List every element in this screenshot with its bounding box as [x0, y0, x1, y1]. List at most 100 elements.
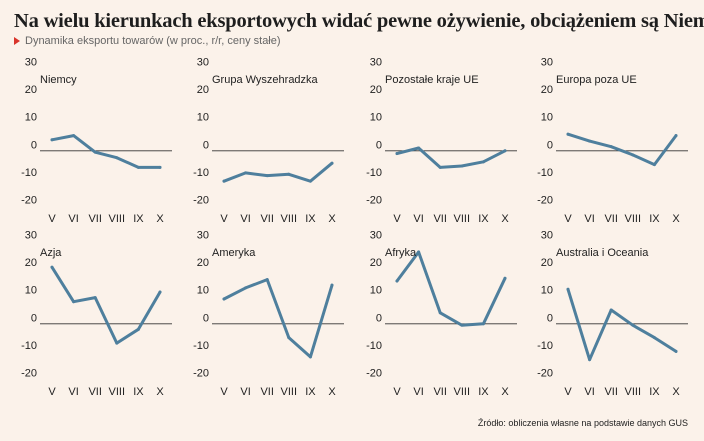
data-point [287, 336, 291, 340]
x-tick-label: VII [260, 213, 273, 225]
data-point [631, 153, 635, 157]
chart-panel: 30 20 10 0 -10 -20 V VI VII VIII IX X Pozostałe kraj… [366, 57, 517, 225]
y-tick-label: 20 [370, 84, 382, 96]
x-tick-label: V [393, 213, 401, 225]
x-tick-label: V [393, 386, 401, 398]
x-tick-label: IX [478, 213, 489, 225]
series-line [222, 278, 334, 359]
y-tick-label: 20 [541, 84, 553, 96]
panel-title: Europa poza UE [556, 74, 637, 86]
data-point [588, 139, 592, 143]
x-tick-label: VI [584, 213, 594, 225]
y-tick-label: 30 [541, 57, 553, 69]
data-point [308, 355, 312, 359]
data-point [50, 138, 54, 142]
x-tick-label: VII [433, 213, 446, 225]
y-tick-label: -20 [193, 195, 209, 207]
data-point [287, 172, 291, 176]
data-point [438, 165, 442, 169]
x-tick-label: X [501, 386, 509, 398]
x-tick-label: VII [88, 213, 101, 225]
y-tick-label: 10 [370, 285, 382, 297]
y-tick-label: 0 [203, 312, 209, 324]
y-tick-label: 10 [370, 112, 382, 124]
data-point [265, 174, 269, 178]
data-point [417, 250, 421, 254]
x-tick-label: VI [240, 386, 250, 398]
y-tick-label: 10 [197, 285, 209, 297]
panel-title: Azja [40, 247, 62, 259]
y-tick-label: 0 [376, 312, 382, 324]
chart-panel: 30 20 10 0 -10 -20 V VI VII VIII IX X Afryka [366, 230, 517, 398]
y-tick-label: 10 [25, 112, 37, 124]
x-tick-label: X [156, 386, 164, 398]
data-point [417, 146, 421, 150]
data-point [481, 160, 485, 164]
x-tick-label: X [672, 213, 680, 225]
y-tick-label: 30 [25, 230, 37, 242]
data-point [136, 165, 140, 169]
y-tick-label: -20 [21, 195, 37, 207]
y-tick-label: 30 [370, 230, 382, 242]
y-tick-label: -20 [21, 368, 37, 380]
y-tick-label: -10 [366, 167, 382, 179]
series-line [395, 250, 507, 327]
data-point [50, 265, 54, 269]
y-tick-label: 0 [376, 139, 382, 151]
x-tick-label: VIII [625, 386, 642, 398]
data-point [72, 134, 76, 138]
chart-panel: 30 20 10 0 -10 -20 V VI VII VIII IX X Azja [21, 230, 172, 398]
y-tick-label: -20 [193, 368, 209, 380]
x-tick-label: VII [260, 386, 273, 398]
y-tick-label: 0 [31, 312, 37, 324]
y-tick-label: -10 [366, 340, 382, 352]
y-tick-label: 0 [547, 139, 553, 151]
x-tick-label: IX [305, 213, 316, 225]
y-tick-label: 20 [197, 84, 209, 96]
y-tick-label: 20 [197, 257, 209, 269]
x-tick-label: VII [604, 213, 617, 225]
x-tick-label: VIII [454, 213, 471, 225]
data-point [652, 336, 656, 340]
x-tick-label: VII [433, 386, 446, 398]
x-tick-label: VIII [454, 386, 471, 398]
x-tick-label: VI [240, 213, 250, 225]
subtitle-text: Dynamika eksportu towarów (w proc., r/r,… [25, 35, 281, 47]
data-point [395, 152, 399, 156]
y-tick-label: 20 [541, 257, 553, 269]
data-point [244, 286, 248, 290]
x-tick-label: X [328, 213, 336, 225]
y-tick-label: 20 [25, 84, 37, 96]
y-tick-label: -10 [193, 167, 209, 179]
data-point [395, 279, 399, 283]
panel-title: Niemcy [40, 74, 77, 86]
x-tick-label: VI [68, 213, 78, 225]
data-point [609, 308, 613, 312]
panel-title: Ameryka [212, 247, 256, 259]
x-tick-label: VII [88, 386, 101, 398]
x-tick-label: V [220, 386, 228, 398]
x-tick-label: V [48, 213, 56, 225]
series-line [566, 132, 678, 167]
x-tick-label: VIII [281, 213, 298, 225]
y-tick-label: -10 [21, 167, 37, 179]
panel-title: Australia i Oceania [556, 247, 649, 259]
data-point [158, 165, 162, 169]
source-note: Źródło: obliczenia własne na podstawie d… [477, 418, 688, 428]
y-tick-label: 10 [25, 285, 37, 297]
data-point [460, 164, 464, 168]
y-tick-label: 30 [197, 57, 209, 69]
data-point [503, 276, 507, 280]
data-point [566, 132, 570, 136]
y-tick-label: 20 [25, 257, 37, 269]
y-tick-label: -10 [537, 167, 553, 179]
y-tick-label: -10 [193, 340, 209, 352]
x-tick-label: IX [133, 213, 144, 225]
data-point [115, 341, 119, 345]
x-tick-label: IX [649, 213, 660, 225]
chart-subtitle: Dynamika eksportu towarów (w proc., r/r,… [14, 35, 281, 47]
x-tick-label: IX [305, 386, 316, 398]
x-tick-label: IX [649, 386, 660, 398]
page-title: Na wielu kierunkach eksportowych widać p… [14, 10, 704, 32]
data-point [244, 171, 248, 175]
